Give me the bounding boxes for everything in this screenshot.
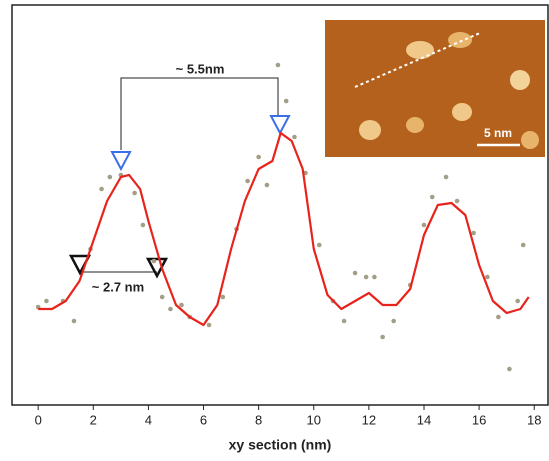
x-tick-label: 10 (307, 412, 321, 427)
data-point (107, 174, 113, 180)
inset-section-line (354, 32, 481, 88)
data-point (220, 294, 226, 300)
inset-blob (521, 131, 539, 149)
data-point (245, 178, 250, 184)
inset-blob (359, 120, 381, 140)
x-tick-label: 14 (417, 412, 431, 427)
data-point (515, 298, 520, 304)
data-point (352, 270, 358, 276)
inset-blob (452, 103, 472, 121)
data-point (140, 222, 146, 228)
profile-line (38, 131, 530, 327)
data-point (496, 314, 501, 320)
data-point (485, 274, 490, 280)
plot-frame (11, 4, 549, 406)
inset-scale-label: 5 nm (484, 126, 512, 140)
x-axis-label: xy section (nm) (229, 437, 332, 453)
inset-image: 5 nm (325, 20, 545, 157)
data-point (316, 242, 322, 248)
marker-triangle (110, 151, 132, 172)
data-point (380, 334, 385, 340)
x-tick-label: 16 (472, 412, 486, 427)
data-point (292, 134, 297, 140)
bracket (120, 77, 279, 150)
data-point (283, 98, 289, 104)
data-point (275, 62, 281, 68)
data-point (363, 274, 369, 280)
annotations: ~ 5.5nm ~ 2.7 nm (68, 61, 291, 294)
data-point (507, 366, 512, 372)
data-point (520, 242, 526, 248)
inset-blob (448, 32, 472, 48)
data-point (421, 222, 427, 228)
data-point (429, 194, 435, 200)
data-point (179, 302, 184, 308)
inset-blob (510, 70, 530, 90)
annotation: ~ 5.5nm (176, 61, 225, 76)
marker-triangle (269, 115, 291, 136)
x-tick-label: 12 (362, 412, 376, 427)
data-point (99, 186, 104, 192)
x-tick-label: 18 (527, 412, 541, 427)
data-point (256, 154, 261, 160)
x-tick-label: 6 (200, 412, 207, 427)
data-point (159, 294, 165, 300)
x-tick-label: 8 (255, 412, 262, 427)
data-point (168, 306, 173, 312)
inset-blob (406, 117, 424, 133)
data-point (264, 182, 270, 188)
x-tick-label: 2 (90, 412, 97, 427)
data-point (44, 298, 49, 304)
x-tick-label: 0 (35, 412, 42, 427)
data-point (471, 230, 476, 236)
data-point (206, 322, 212, 328)
data-point (391, 318, 396, 324)
data-point (132, 190, 137, 196)
data-point (151, 258, 157, 264)
data-point (372, 274, 377, 280)
data-point (443, 174, 449, 180)
inset-blob (406, 41, 434, 59)
data-point (341, 318, 347, 324)
annotation: ~ 2.7 nm (92, 279, 144, 294)
data-point (454, 198, 460, 204)
x-tick-label: 4 (145, 412, 152, 427)
data-point (71, 318, 77, 324)
